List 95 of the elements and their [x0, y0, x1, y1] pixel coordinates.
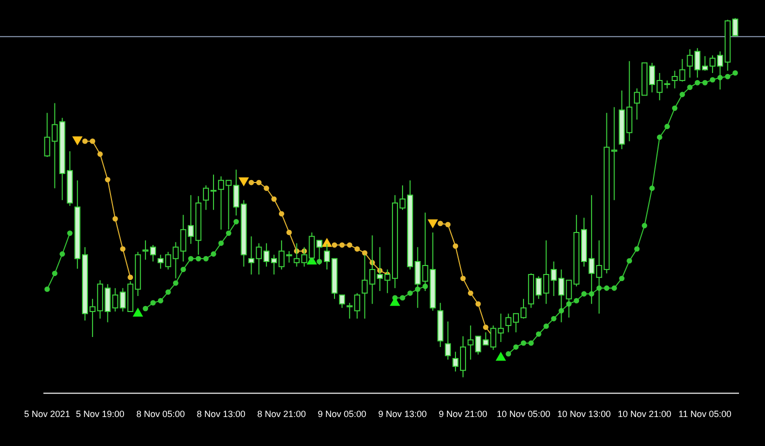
point [165, 289, 171, 295]
point [649, 186, 655, 191]
point [400, 295, 406, 301]
point [133, 308, 143, 317]
point [672, 105, 678, 111]
x-tick-label: 10 Nov 05:00 [496, 409, 550, 420]
point [90, 138, 96, 144]
point [445, 222, 451, 228]
point [188, 256, 194, 262]
point [536, 331, 542, 337]
point [680, 92, 685, 98]
point [506, 351, 512, 357]
point [664, 124, 670, 130]
point [196, 256, 202, 262]
point [67, 230, 73, 236]
point [72, 136, 82, 145]
point [264, 186, 270, 191]
point [173, 280, 178, 286]
point [256, 180, 262, 186]
point [354, 246, 360, 252]
x-tick-label: 8 Nov 05:00 [136, 409, 185, 420]
point [475, 301, 481, 307]
point [218, 240, 224, 246]
point [158, 298, 164, 304]
point [346, 242, 352, 248]
point [520, 340, 526, 346]
point [82, 138, 88, 144]
point [112, 216, 118, 222]
point [612, 285, 617, 291]
point [619, 276, 625, 282]
point [44, 286, 50, 292]
point [694, 80, 700, 86]
point [286, 230, 292, 236]
x-tick-label: 9 Nov 13:00 [378, 409, 427, 420]
point [233, 218, 239, 224]
point [142, 306, 148, 312]
point [278, 211, 284, 216]
point [407, 290, 413, 296]
point [710, 77, 716, 82]
point [574, 298, 580, 304]
point [332, 242, 338, 248]
point [203, 256, 209, 262]
point [604, 285, 610, 291]
point [180, 266, 186, 272]
point [687, 84, 693, 90]
point [634, 246, 640, 252]
x-tick-label: 8 Nov 13:00 [196, 409, 246, 420]
x-tick-label: 10 Nov 21:00 [618, 409, 672, 420]
point [128, 274, 134, 280]
point [210, 251, 216, 257]
candlestick [430, 232, 436, 312]
point [60, 251, 65, 257]
point [120, 246, 126, 252]
point [238, 177, 249, 186]
x-tick-label: 5 Nov 2021 [24, 409, 70, 420]
point [528, 340, 534, 346]
point [483, 324, 488, 330]
point [626, 258, 632, 264]
point [551, 316, 556, 322]
point [362, 250, 368, 256]
x-tick-label: 9 Nov 21:00 [438, 409, 488, 420]
point [104, 176, 110, 182]
candlestick [240, 200, 247, 268]
x-tick-label: 9 Nov 05:00 [318, 409, 366, 420]
candlestick [444, 321, 451, 360]
point [438, 220, 444, 226]
point [468, 290, 474, 296]
x-tick-label: 10 Nov 13:00 [557, 409, 611, 420]
point [460, 276, 466, 282]
point [702, 80, 708, 86]
point [390, 297, 400, 306]
point [642, 222, 648, 228]
candlestick [672, 70, 678, 89]
point [271, 196, 277, 202]
candlestick [679, 58, 686, 82]
point [150, 300, 156, 306]
point [97, 151, 103, 157]
x-tick-label: 5 Nov 19:00 [76, 409, 124, 420]
point [656, 134, 662, 140]
point [452, 243, 458, 249]
point [581, 291, 587, 297]
x-tick-label: 11 Nov 05:00 [678, 409, 732, 420]
point [543, 323, 549, 329]
point [513, 344, 519, 350]
x-tick-label: 8 Nov 21:00 [257, 409, 306, 420]
point [339, 242, 345, 248]
point [428, 219, 438, 228]
point [248, 180, 254, 186]
point [724, 74, 730, 80]
point [732, 70, 738, 76]
point [226, 230, 232, 236]
point [496, 352, 506, 361]
candlestick [437, 302, 444, 348]
point [52, 270, 58, 276]
point [322, 238, 332, 247]
